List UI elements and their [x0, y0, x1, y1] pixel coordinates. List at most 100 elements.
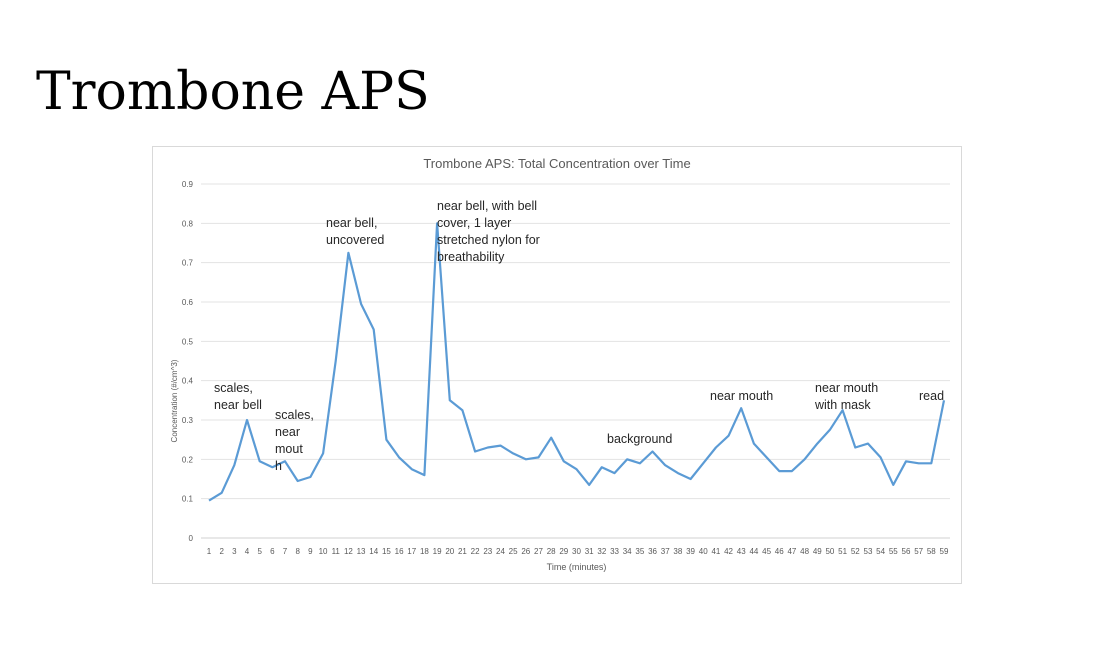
- x-tick-label: 9: [308, 547, 313, 556]
- x-tick-label: 37: [661, 547, 670, 556]
- annotation-line: with mask: [815, 398, 871, 412]
- x-tick-label: 4: [245, 547, 250, 556]
- annotation-line: background: [607, 432, 673, 446]
- chart-annotation: near bell, with bell cover, 1 layer stretc…: [437, 198, 540, 266]
- annotation-line: mout: [275, 442, 303, 456]
- y-tick-label: 0.1: [182, 495, 194, 504]
- x-tick-label: 30: [572, 547, 581, 556]
- x-tick-label: 1: [207, 547, 212, 556]
- annotation-line: near bell,: [326, 216, 378, 230]
- x-tick-label: 22: [471, 547, 480, 556]
- chart-annotation: near bell, uncovered: [326, 215, 384, 249]
- x-tick-label: 13: [357, 547, 366, 556]
- x-tick-label: 20: [445, 547, 454, 556]
- x-tick-label: 7: [283, 547, 288, 556]
- x-tick-label: 14: [369, 547, 378, 556]
- annotation-line: cover, 1 layer: [437, 216, 512, 230]
- x-tick-label: 35: [635, 547, 644, 556]
- annotation-line: h: [275, 459, 282, 473]
- x-tick-label: 24: [496, 547, 505, 556]
- x-tick-label: 12: [344, 547, 353, 556]
- x-tick-label: 36: [648, 547, 657, 556]
- x-tick-label: 17: [407, 547, 416, 556]
- x-tick-label: 53: [864, 547, 873, 556]
- y-tick-label: 0.8: [182, 219, 194, 228]
- annotation-line: near: [275, 425, 301, 439]
- x-tick-label: 48: [800, 547, 809, 556]
- annotation-line: scales,: [214, 381, 253, 395]
- y-tick-label: 0.7: [182, 259, 194, 268]
- x-tick-label: 18: [420, 547, 429, 556]
- annotation-line: near mouth: [710, 389, 774, 403]
- annotation-line: stretched nylon for: [437, 233, 540, 247]
- annotation-line: near bell, with bell: [437, 199, 538, 213]
- x-tick-label: 27: [534, 547, 543, 556]
- x-tick-label: 45: [762, 547, 771, 556]
- annotation-line: breathability: [437, 250, 505, 264]
- x-tick-label: 31: [585, 547, 594, 556]
- line-chart: Trombone APS: Total Concentration over T…: [170, 156, 950, 572]
- x-tick-label: 39: [686, 547, 695, 556]
- x-tick-label: 26: [521, 547, 530, 556]
- x-tick-label: 11: [332, 547, 341, 556]
- x-tick-label: 41: [711, 547, 720, 556]
- slide-title: Trombone APS: [36, 62, 430, 122]
- x-tick-label: 23: [483, 547, 492, 556]
- x-tick-label: 6: [270, 547, 275, 556]
- x-tick-label: 43: [737, 547, 746, 556]
- x-tick-label: 50: [825, 547, 834, 556]
- annotation-line: scales,: [275, 408, 314, 422]
- annotation-line: near bell: [214, 398, 262, 412]
- x-tick-label: 25: [509, 547, 518, 556]
- x-tick-label: 29: [559, 547, 568, 556]
- x-tick-label: 55: [889, 547, 898, 556]
- x-tick-label: 8: [295, 547, 300, 556]
- annotation-line: uncovered: [326, 233, 385, 247]
- x-tick-label: 19: [433, 547, 442, 556]
- x-tick-label: 5: [257, 547, 262, 556]
- x-tick-label: 58: [927, 547, 936, 556]
- y-tick-label: 0.9: [182, 180, 194, 189]
- x-tick-label: 33: [610, 547, 619, 556]
- x-tick-label: 32: [597, 547, 606, 556]
- x-tick-label: 46: [775, 547, 784, 556]
- y-tick-label: 0: [189, 534, 194, 543]
- x-axis-title: Time (minutes): [547, 562, 607, 572]
- y-tick-label: 0.2: [182, 455, 194, 464]
- x-tick-label: 28: [547, 547, 556, 556]
- x-tick-label: 21: [458, 547, 467, 556]
- x-tick-label: 57: [914, 547, 923, 556]
- y-axis-title: Concentration (#/cm^3): [170, 359, 179, 442]
- chart-annotation: near mouth with mask: [815, 380, 878, 414]
- x-tick-label: 40: [699, 547, 708, 556]
- annotation-line: read: [919, 389, 945, 403]
- x-tick-label: 51: [838, 547, 847, 556]
- x-tick-label: 44: [749, 547, 758, 556]
- x-tick-label: 10: [319, 547, 328, 556]
- chart-annotation: background: [607, 431, 672, 448]
- y-tick-label: 0.3: [182, 416, 194, 425]
- chart-annotation: read: [919, 388, 944, 405]
- chart-title: Trombone APS: Total Concentration over T…: [423, 156, 690, 171]
- x-tick-label: 38: [673, 547, 682, 556]
- x-tick-label: 47: [787, 547, 796, 556]
- y-tick-label: 0.4: [182, 377, 194, 386]
- x-tick-label: 59: [940, 547, 949, 556]
- x-tick-label: 49: [813, 547, 822, 556]
- x-tick-label: 3: [232, 547, 237, 556]
- x-tick-label: 2: [219, 547, 224, 556]
- chart-annotation: scales, near bell: [214, 380, 262, 414]
- x-tick-label: 15: [382, 547, 391, 556]
- chart-container: Trombone APS: Total Concentration over T…: [152, 146, 962, 584]
- x-tick-label: 54: [876, 547, 885, 556]
- chart-annotation: near mouth: [710, 388, 773, 405]
- chart-annotation: scales, near mout h: [275, 407, 314, 475]
- x-tick-label: 42: [724, 547, 733, 556]
- x-tick-label: 52: [851, 547, 860, 556]
- y-tick-label: 0.6: [182, 298, 194, 307]
- y-tick-label: 0.5: [182, 337, 194, 346]
- x-tick-label: 34: [623, 547, 632, 556]
- annotation-line: near mouth: [815, 381, 879, 395]
- series-line: [208, 222, 946, 502]
- x-tick-label: 16: [395, 547, 404, 556]
